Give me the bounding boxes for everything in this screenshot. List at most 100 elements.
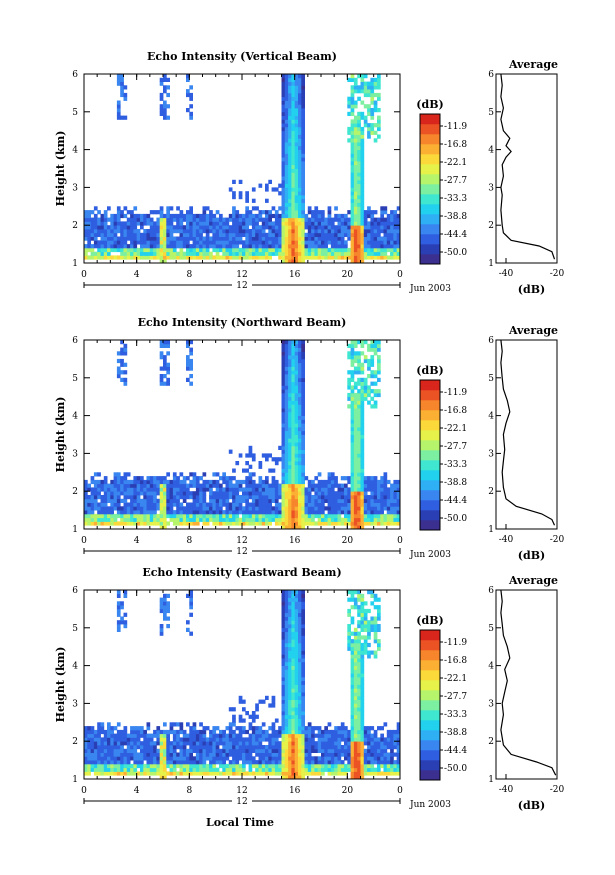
echo-cell xyxy=(159,236,164,241)
echo-cell xyxy=(373,506,378,511)
echo-cell xyxy=(284,760,289,765)
echo-cell xyxy=(281,81,286,86)
echo-cell xyxy=(242,748,246,753)
echo-cell xyxy=(301,597,305,602)
echo-cell xyxy=(156,756,161,761)
echo-cell xyxy=(396,483,401,488)
echo-cell xyxy=(153,479,157,485)
echo-cell xyxy=(353,411,358,416)
echo-cell xyxy=(110,487,114,492)
echo-cell xyxy=(251,748,256,753)
echo-cell xyxy=(274,767,279,772)
echo-cell xyxy=(186,760,190,765)
colorbar-level-label: -44.4 xyxy=(444,496,467,506)
echo-cell xyxy=(298,695,302,700)
echo-cell xyxy=(179,221,184,226)
echo-cell xyxy=(186,722,190,727)
echo-cell xyxy=(245,198,249,203)
echo-cell xyxy=(298,635,302,640)
echo-cell xyxy=(159,374,164,379)
echo-cell xyxy=(163,487,167,492)
echo-cell xyxy=(284,404,289,409)
echo-cell xyxy=(245,229,249,234)
echo-cell xyxy=(225,513,230,519)
echo-cell xyxy=(156,763,161,769)
echo-cell xyxy=(100,244,105,249)
echo-cell xyxy=(353,206,358,211)
echo-cell xyxy=(205,479,210,485)
echo-cell xyxy=(291,491,296,496)
echo-cell xyxy=(344,240,348,245)
echo-cell xyxy=(321,756,325,761)
echo-cell xyxy=(350,498,355,503)
echo-cell xyxy=(288,472,292,477)
echo-cell xyxy=(380,495,384,500)
echo-cell xyxy=(281,385,286,390)
echo-cell xyxy=(248,502,253,507)
echo-cell xyxy=(176,206,180,211)
echo-cell xyxy=(291,142,296,147)
echo-cell xyxy=(225,225,230,230)
echo-cell xyxy=(219,217,223,222)
echo-cell xyxy=(268,502,272,507)
echo-cell xyxy=(265,476,269,481)
echo-cell xyxy=(363,502,368,507)
echo-cell xyxy=(192,236,197,241)
echo-cell xyxy=(84,752,88,757)
echo-cell xyxy=(340,752,345,757)
echo-cell xyxy=(350,187,355,192)
echo-cell xyxy=(251,771,256,776)
echo-cell xyxy=(179,217,184,222)
echo-cell xyxy=(90,506,95,511)
echo-cell xyxy=(357,400,361,405)
echo-cell xyxy=(265,240,269,245)
echo-cell xyxy=(215,479,220,485)
echo-cell xyxy=(298,711,302,716)
echo-cell xyxy=(268,247,272,253)
echo-cell xyxy=(301,472,305,477)
echo-cell xyxy=(93,756,98,761)
echo-cell xyxy=(97,517,101,522)
echo-cell xyxy=(291,756,296,761)
echo-cell xyxy=(146,255,151,260)
echo-cell xyxy=(380,251,384,256)
echo-cell xyxy=(330,487,335,492)
echo-cell xyxy=(288,198,292,203)
echo-cell xyxy=(307,506,312,511)
echo-cell xyxy=(288,149,292,154)
echo-cell xyxy=(265,453,269,458)
echo-cell xyxy=(143,221,147,226)
echo-cell xyxy=(123,255,128,260)
echo-cell xyxy=(93,771,98,776)
echo-cell xyxy=(314,487,319,492)
echo-cell xyxy=(281,404,286,409)
echo-cell xyxy=(281,351,286,356)
echo-cell xyxy=(314,229,319,234)
echo-cell xyxy=(284,714,289,719)
echo-cell xyxy=(301,616,305,621)
echo-cell xyxy=(176,756,180,761)
echo-cell xyxy=(235,741,240,746)
echo-cell xyxy=(278,521,282,526)
echo-cell xyxy=(189,362,193,367)
echo-cell xyxy=(163,752,167,757)
echo-intensity-field xyxy=(84,340,401,530)
echo-cell xyxy=(386,217,391,222)
echo-cell xyxy=(288,259,292,264)
chart-title: Echo Intensity (Eastward Beam) xyxy=(142,566,341,579)
echo-cell xyxy=(360,229,365,234)
echo-cell xyxy=(360,525,365,530)
echo-cell xyxy=(215,472,220,477)
echo-cell xyxy=(291,434,296,439)
echo-cell xyxy=(347,229,351,234)
echo-cell xyxy=(281,729,286,735)
echo-cell xyxy=(225,247,230,253)
echo-cell xyxy=(301,665,305,670)
echo-cell xyxy=(377,247,381,253)
echo-cell xyxy=(100,513,105,519)
echo-cell xyxy=(189,593,193,598)
echo-cell xyxy=(163,760,167,765)
echo-cell xyxy=(353,487,358,492)
echo-cell xyxy=(304,760,309,765)
echo-cell xyxy=(100,763,105,769)
